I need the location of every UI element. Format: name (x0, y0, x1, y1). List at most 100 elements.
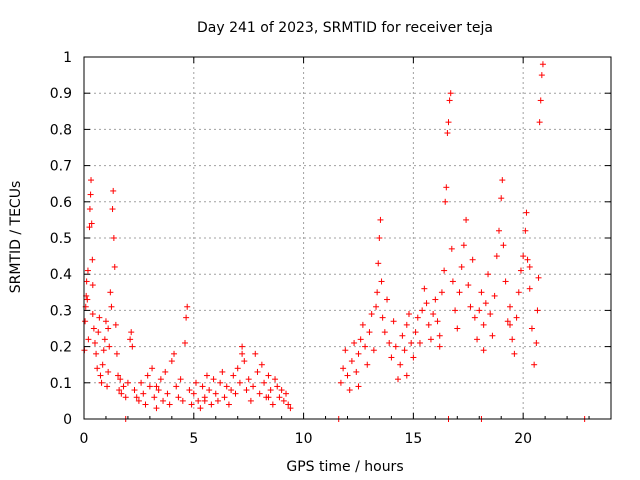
data-point (344, 372, 351, 379)
data-point (442, 198, 449, 205)
data-point (252, 350, 259, 357)
data-point (539, 61, 546, 68)
data-point (265, 394, 272, 401)
data-point (261, 379, 268, 386)
data-point (243, 387, 250, 394)
data-point (87, 191, 94, 198)
data-point (469, 256, 476, 263)
data-point (91, 339, 98, 346)
data-point (192, 379, 199, 386)
data-point (355, 383, 362, 390)
data-point (104, 383, 111, 390)
data-point (173, 383, 180, 390)
data-point (83, 278, 90, 285)
x-tick-label: 0 (80, 431, 89, 447)
y-tick-label: 0.4 (50, 267, 72, 283)
y-tick-label: 0.5 (50, 231, 72, 247)
data-point (434, 318, 441, 325)
data-point (89, 256, 96, 263)
data-point (401, 347, 408, 354)
data-point (528, 325, 535, 332)
data-point (504, 318, 511, 325)
chart-title: Day 241 of 2023, SRMTID for receiver tej… (197, 20, 493, 36)
data-point (210, 376, 217, 383)
data-point (102, 318, 109, 325)
data-point (377, 216, 384, 223)
data-point (140, 390, 147, 397)
data-point (448, 245, 455, 252)
data-point (359, 321, 366, 328)
data-point (480, 347, 487, 354)
data-point (155, 387, 162, 394)
data-point (201, 397, 208, 404)
data-point (449, 278, 456, 285)
data-point (274, 383, 281, 390)
data-point (98, 379, 105, 386)
data-point (416, 339, 423, 346)
data-point (84, 296, 91, 303)
data-point (499, 177, 506, 184)
data-point (419, 307, 426, 314)
y-tick-label: 0.9 (50, 86, 72, 102)
data-point (245, 376, 252, 383)
data-point (445, 119, 452, 126)
data-point (478, 289, 485, 296)
data-point (381, 329, 388, 336)
data-point (90, 325, 97, 332)
data-point (100, 347, 107, 354)
grid (84, 57, 611, 419)
data-point (151, 394, 158, 401)
data-point (95, 329, 102, 336)
data-point (283, 390, 290, 397)
data-point (113, 350, 120, 357)
data-point (278, 387, 285, 394)
data-point (517, 267, 524, 274)
data-point (93, 350, 100, 357)
data-points (81, 61, 588, 422)
data-point (239, 343, 246, 350)
data-point (88, 220, 95, 227)
data-point (179, 397, 186, 404)
y-tick-label: 0 (63, 412, 72, 428)
data-point (203, 372, 210, 379)
data-point (221, 394, 228, 401)
data-point (110, 187, 117, 194)
data-point (111, 263, 118, 270)
data-point (160, 397, 167, 404)
data-point (256, 390, 263, 397)
data-point (112, 321, 119, 328)
data-point (219, 368, 226, 375)
data-point (166, 401, 173, 408)
data-point (425, 321, 432, 328)
data-point (538, 72, 545, 79)
data-point (206, 387, 213, 394)
data-point (471, 314, 478, 321)
y-tick-label: 0.7 (50, 159, 72, 175)
data-point (487, 311, 494, 318)
y-tick-label: 0.8 (50, 122, 72, 138)
data-point (269, 401, 276, 408)
data-point (423, 300, 430, 307)
data-point (443, 184, 450, 191)
data-point (476, 307, 483, 314)
data-point (199, 383, 206, 390)
data-point (474, 336, 481, 343)
y-tick-label: 1 (63, 50, 72, 66)
data-point (386, 339, 393, 346)
data-point (276, 394, 283, 401)
x-tick-label: 10 (295, 431, 313, 447)
data-point (183, 314, 190, 321)
data-point (536, 119, 543, 126)
data-point (89, 282, 96, 289)
data-point (153, 405, 160, 412)
data-point (410, 354, 417, 361)
data-point (362, 343, 369, 350)
data-point (232, 390, 239, 397)
data-point (526, 263, 533, 270)
data-point (265, 372, 272, 379)
data-point (225, 401, 232, 408)
data-point (430, 311, 437, 318)
y-tick-label: 0.3 (50, 303, 72, 319)
data-point (452, 307, 459, 314)
data-point (97, 372, 104, 379)
